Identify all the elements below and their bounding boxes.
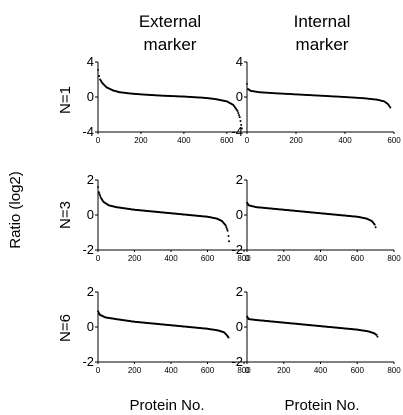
panel-n-1-internal-marker-xtick-label-2: 400	[338, 136, 352, 145]
panel-n-3-external-marker-xtick-label-0: 0	[96, 254, 101, 263]
panel-n-3-external-marker-ytick-label-1: 0	[87, 207, 94, 222]
panel-n-6-internal-marker-point-178	[375, 333, 378, 336]
panel-n-3-internal-marker-point-176	[373, 223, 376, 226]
panel-n-3-external-marker-point-3	[99, 194, 102, 197]
panel-n-1-external-marker-point-172	[240, 127, 243, 130]
panel-n-1-internal-marker-point-0	[246, 82, 248, 85]
panel-n-1-internal-marker-ytick-label-2: 4	[236, 54, 243, 69]
panel-n-6-internal-marker-ytick-label-0: -2	[231, 354, 243, 369]
panel-n-1-external-marker-point-166	[236, 110, 239, 112]
panel-n-1-external-marker-ytick-label-2: 4	[87, 54, 94, 69]
panel-n-3-external-marker-point-2	[98, 193, 101, 195]
panel-n-3-external-marker-ytick-label-0: -2	[82, 242, 94, 257]
column-header-external-line1: External	[139, 12, 201, 31]
panel-n-6-external-marker-xtick-label-1: 200	[128, 366, 142, 375]
panel-n-1-external-marker-point-167	[237, 112, 240, 115]
panel-n-6-external-marker-xtick-label-4: 800	[237, 366, 251, 375]
panel-n-1-external-marker-xtick-label-0: 0	[96, 136, 101, 145]
panel-n-6-external-marker-xtick-label-0: 0	[96, 366, 101, 375]
panel-n-6-internal-marker-xtick-label-3: 600	[351, 366, 365, 375]
panel-n-6-external-marker-xtick-label-2: 400	[164, 366, 178, 375]
panel-n-3-external-marker-point-179	[225, 228, 228, 230]
panel-n-1-external-marker-point-171	[240, 124, 243, 126]
panel-n-3-external-marker-point-177	[224, 224, 227, 227]
panel-n-3-internal-marker-xtick-label-3: 600	[351, 254, 365, 263]
panel-n-6-external-marker-xtick-label-3: 600	[201, 366, 215, 375]
panel-n-6-internal-marker-xtick-label-0: 0	[245, 366, 250, 375]
panel-n-3-internal-marker-ytick-label-2: 2	[236, 172, 243, 187]
panel-n-1-external-marker-point-0	[97, 68, 99, 71]
y-axis-label: Ratio (log2)	[7, 171, 24, 249]
panel-n-1-internal-marker-xtick-label-0: 0	[245, 136, 250, 145]
column-header-external-line2: marker	[144, 35, 197, 54]
panel-n-3-external-marker-xtick-label-3: 600	[201, 254, 215, 263]
panel-n-3-external-marker-ytick-label-2: 2	[87, 172, 94, 187]
panel-n-6-external-marker-ytick-label-0: -2	[82, 354, 94, 369]
panel-n-3-external-marker-point-181	[227, 235, 230, 237]
panel-n-1-internal-marker-point-149	[389, 106, 392, 109]
panel-n-1-internal-marker-xtick-label-3: 600	[387, 136, 401, 145]
panel-n-3-internal-marker-xtick-label-1: 200	[277, 254, 291, 263]
panel-n-6-external-marker-point-181	[227, 336, 230, 339]
panel-n-6-external-marker-ytick-label-1: 0	[87, 319, 94, 334]
panel-n-1-external-marker-point-169	[238, 116, 241, 119]
panel-n-3-internal-marker-xtick-label-4: 800	[387, 254, 401, 263]
panel-n-1-external-marker-point-170	[239, 120, 242, 123]
panel-n-3-external-marker-xtick-label-1: 200	[128, 254, 142, 263]
panel-n-3-external-marker-xtick-label-2: 400	[164, 254, 178, 263]
x-axis-label-left: Protein No.	[129, 397, 204, 414]
panel-n-1-external-marker-ytick-label-1: 0	[87, 89, 94, 104]
panel-n-3-internal-marker-ytick-label-0: -2	[231, 242, 243, 257]
row-label-n1: N=1	[57, 86, 74, 114]
panel-n-3-internal-marker-xtick-label-2: 400	[314, 254, 328, 263]
panel-n-6-internal-marker-point-179	[376, 335, 379, 338]
panel-n-3-internal-marker-point-177	[374, 226, 377, 229]
panel-n-3-external-marker-point-178	[225, 226, 228, 229]
column-header-internal-line2: marker	[296, 35, 349, 54]
column-header-internal-line1: Internal	[294, 12, 351, 31]
panel-n-1-external-marker-ytick-label-0: -4	[82, 124, 94, 139]
panel-n-3-external-marker-point-182	[228, 240, 231, 243]
panel-n-6-internal-marker-ytick-label-2: 2	[236, 284, 243, 299]
panel-n-1-external-marker-point-168	[237, 114, 240, 117]
panel-n-6-internal-marker-xtick-label-1: 200	[277, 366, 291, 375]
panel-n-1-internal-marker-ytick-label-0: -4	[231, 124, 243, 139]
panel-n-6-internal-marker-xtick-label-2: 400	[314, 366, 328, 375]
panel-n-3-external-marker-point-0	[97, 186, 99, 188]
panel-n-3-internal-marker-ytick-label-1: 0	[236, 207, 243, 222]
panel-n-3-external-marker-point-1	[97, 191, 100, 194]
panel-n-1-external-marker-point-1	[98, 75, 101, 77]
panel-n-3-internal-marker-xtick-label-0: 0	[245, 254, 250, 263]
panel-n-1-internal-marker-ytick-label-1: 0	[236, 89, 243, 104]
panel-n-6-external-marker-ytick-label-2: 2	[87, 284, 94, 299]
panel-n-1-external-marker-xtick-label-3: 600	[220, 136, 234, 145]
panel-n-1-external-marker-xtick-label-1: 200	[134, 136, 148, 145]
row-label-n6: N=6	[57, 314, 74, 342]
panel-n-1-internal-marker-xtick-label-1: 200	[289, 136, 303, 145]
panel-n-1-external-marker-xtick-label-2: 400	[177, 136, 191, 145]
x-axis-label-right: Protein No.	[284, 397, 359, 414]
panel-n-3-external-marker-xtick-label-4: 800	[237, 254, 251, 263]
panel-n-6-internal-marker-xtick-label-4: 800	[387, 366, 401, 375]
panel-n-3-external-marker-point-180	[226, 229, 229, 232]
panel-n-6-internal-marker-ytick-label-1: 0	[236, 319, 243, 334]
row-label-n3: N=3	[57, 201, 74, 229]
